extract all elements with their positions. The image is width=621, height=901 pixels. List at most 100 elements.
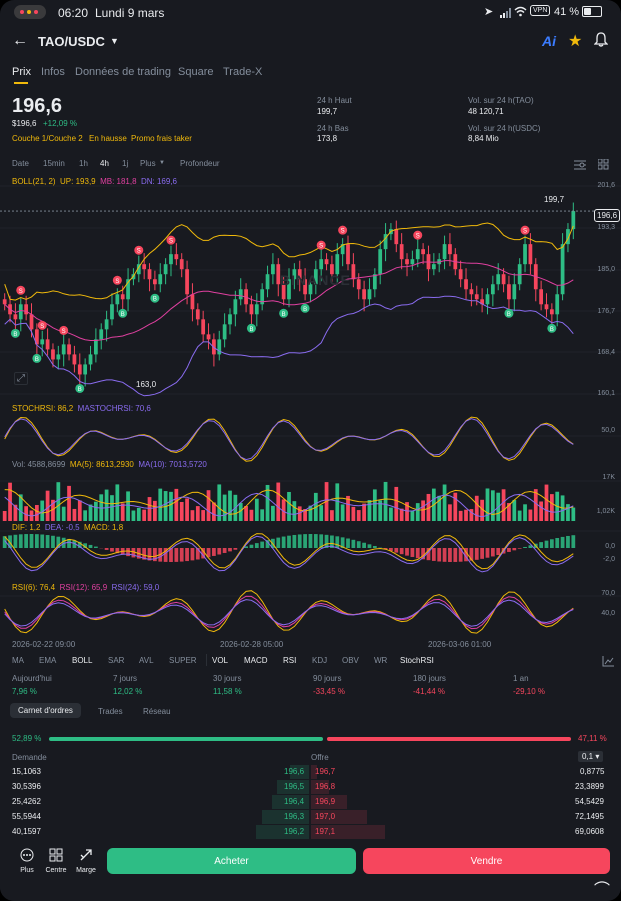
rsi-6: RSI(6): 76,4: [12, 583, 56, 592]
order-book-row[interactable]: 40,1597 196,2 197,1 69,0608: [0, 825, 621, 839]
ind-avl[interactable]: AVL: [139, 656, 154, 665]
tab-prix[interactable]: Prix: [12, 66, 31, 78]
location-icon: ➤: [484, 6, 494, 18]
back-arrow-icon[interactable]: ←: [12, 32, 28, 49]
ind-ema[interactable]: EMA: [39, 656, 57, 665]
tag-promo[interactable]: Promo frais taker: [131, 134, 192, 143]
macd-histogram-bar: [201, 548, 206, 559]
order-book-row[interactable]: 55,5944 196,3 197,0 72,1495: [0, 810, 621, 824]
ai-button[interactable]: Ai: [542, 33, 556, 49]
tf-1j[interactable]: 1j: [122, 159, 129, 168]
ind-sar[interactable]: SAR: [108, 656, 125, 665]
tab-order-book[interactable]: Carnet d'ordres: [10, 703, 81, 718]
vpn-badge: VPN: [530, 5, 551, 16]
ask-price: 196,9: [315, 797, 336, 806]
tf-depth[interactable]: Profondeur: [180, 159, 220, 168]
macd-histogram-bar: [560, 536, 565, 548]
ind-macd[interactable]: MACD: [244, 656, 268, 665]
ind-stochrsi[interactable]: StochRSI: [400, 656, 434, 665]
macd-dif-line: [4, 533, 574, 570]
tf-15min[interactable]: 15min: [43, 159, 65, 168]
macd-histogram-bar: [431, 548, 436, 561]
macd-histogram-bar: [421, 548, 425, 560]
candle: [185, 269, 189, 295]
tf-more[interactable]: Plus: [140, 159, 156, 168]
buy-ratio: 52,89 %: [12, 734, 42, 743]
macd-histogram-bar: [222, 548, 227, 553]
order-book-row[interactable]: 15,1063 196,6 196,7 0,8775: [0, 765, 621, 779]
candle: [265, 274, 270, 290]
buy-marker: [504, 308, 514, 318]
order-book-row[interactable]: 25,4262 196,4 196,9 54,5429: [0, 795, 621, 809]
ask-depth-bar: [311, 810, 367, 824]
volume-bar: [410, 510, 415, 521]
tab-square[interactable]: Square: [178, 66, 214, 78]
macd-histogram-bar: [2, 536, 7, 548]
tf-date[interactable]: Date: [12, 159, 29, 168]
layout-grid-icon[interactable]: [597, 157, 609, 175]
tab-infos[interactable]: Infos: [41, 66, 65, 78]
candle: [394, 229, 399, 245]
rsi-legend: RSI(6): 76,4 RSI(12): 65,9 RSI(24): 59,0: [12, 583, 159, 592]
candle: [126, 279, 130, 300]
macd-histogram-bar: [83, 543, 88, 548]
tab-trading-data[interactable]: Données de trading: [75, 66, 172, 78]
indicator-settings-icon[interactable]: [574, 157, 586, 175]
perf-value: 7,96 %: [12, 687, 37, 696]
ask-price: 196,7: [315, 767, 336, 776]
sell-marker-label: S: [62, 329, 66, 335]
more-button[interactable]: Plus: [16, 848, 38, 874]
candle: [421, 249, 425, 255]
chevron-down-icon[interactable]: ▼: [159, 160, 165, 166]
volume-bar: [72, 508, 77, 521]
macd-histogram-bar: [496, 548, 501, 556]
ind-rsi[interactable]: RSI: [283, 656, 297, 665]
pair-dropdown-icon[interactable]: ▼: [110, 36, 119, 46]
buy-button[interactable]: Acheter: [107, 848, 356, 874]
expand-icon[interactable]: ⤢: [14, 372, 28, 385]
ask-depth-bar: [311, 780, 329, 794]
volume-bar: [158, 488, 163, 521]
candle: [324, 259, 329, 265]
ind-obv[interactable]: OBV: [342, 656, 359, 665]
ind-super[interactable]: SUPER: [169, 656, 197, 665]
bid-qty: 40,1597: [12, 827, 41, 836]
tf-4h[interactable]: 4h: [100, 159, 109, 168]
volume-bar: [131, 510, 136, 521]
precision-select[interactable]: 0,1 ▾: [578, 751, 604, 762]
ind-boll[interactable]: BOLL: [72, 656, 93, 665]
star-icon[interactable]: ★: [568, 33, 583, 50]
pair-title[interactable]: TAO/USDC: [38, 34, 105, 49]
ind-ma[interactable]: MA: [12, 656, 24, 665]
candlestick-chart[interactable]: B S B S S B S B S B S B B B S S S B S B: [0, 176, 621, 644]
boll-name: BOLL(21, 2): [12, 177, 56, 186]
volume-bar: [389, 507, 393, 521]
macd-histogram-bar: [453, 548, 458, 562]
center-button[interactable]: Centre: [44, 848, 68, 874]
ind-wr[interactable]: WR: [374, 656, 388, 665]
candle: [99, 329, 104, 340]
ind-vol[interactable]: VOL: [212, 656, 229, 665]
chart-settings-icon[interactable]: [602, 654, 614, 672]
sell-button[interactable]: Vendre: [363, 848, 610, 874]
axis-label: 168,4: [597, 349, 615, 356]
volume-bar: [169, 491, 173, 521]
margin-button[interactable]: Marge: [74, 848, 98, 874]
tab-network[interactable]: Réseau: [143, 707, 171, 716]
bid-qty: 55,5944: [12, 812, 41, 821]
order-book-row[interactable]: 30,5396 196,5 196,8 23,3899: [0, 780, 621, 794]
bell-icon[interactable]: [593, 32, 609, 52]
macd-histogram-bar: [458, 548, 463, 562]
sell-marker-label: S: [523, 229, 527, 235]
mastochrsi-line: [4, 418, 574, 461]
tf-1h[interactable]: 1h: [79, 159, 88, 168]
macd-histogram-bar: [153, 548, 157, 562]
tab-trade-x[interactable]: Trade-X: [223, 66, 263, 78]
candle: [415, 249, 420, 260]
tag-trending[interactable]: En hausse: [89, 134, 127, 143]
macd-histogram-bar: [383, 548, 388, 550]
tab-trades[interactable]: Trades: [98, 707, 123, 716]
candle: [281, 284, 286, 300]
tag-layer[interactable]: Couche 1/Couche 2: [12, 134, 83, 143]
ind-kdj[interactable]: KDJ: [312, 656, 328, 665]
